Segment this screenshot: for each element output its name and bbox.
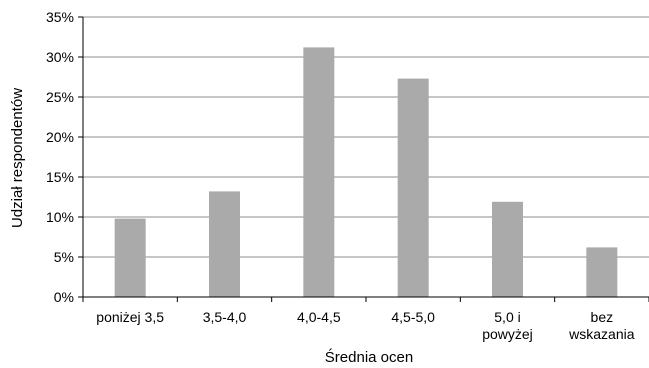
bar (397, 78, 429, 297)
y-tick-label: 35% (46, 9, 74, 25)
bar (209, 191, 240, 297)
y-tick-label: 15% (46, 169, 74, 185)
y-tick-label: 5% (54, 249, 74, 265)
y-tick-label: 25% (46, 89, 74, 105)
y-tick-labels: 0% 5% 10% 15% 20% 25% 30% 35% (46, 9, 74, 305)
y-tick-label: 10% (46, 209, 74, 225)
y-tick-label: 30% (46, 49, 74, 65)
x-tick-label: poniżej 3,5 (96, 309, 164, 325)
bar (114, 218, 146, 297)
gridlines (83, 16, 649, 258)
y-tick-label: 0% (54, 289, 74, 305)
bar (492, 201, 523, 297)
y-axis-title: Udział respondentów (9, 88, 26, 228)
x-tick-label: 5,0 i powyżej (482, 309, 533, 342)
x-axis-title: Średnia ocen (325, 348, 413, 366)
y-tick-label: 20% (46, 129, 74, 145)
bar (303, 47, 335, 298)
x-tick-labels: poniżej 3,5 3,5-4,0 4,0-4,5 4,5-5,0 5,0 i pow… (96, 309, 634, 342)
bars (114, 47, 618, 298)
x-tick-label: bez wskazania (568, 309, 635, 342)
axes (78, 16, 649, 302)
x-tick-label: 3,5-4,0 (203, 309, 247, 325)
x-tick-label: 4,0-4,5 (297, 309, 341, 325)
bar (586, 247, 618, 297)
x-tick-label: 4,5-5,0 (391, 309, 435, 325)
